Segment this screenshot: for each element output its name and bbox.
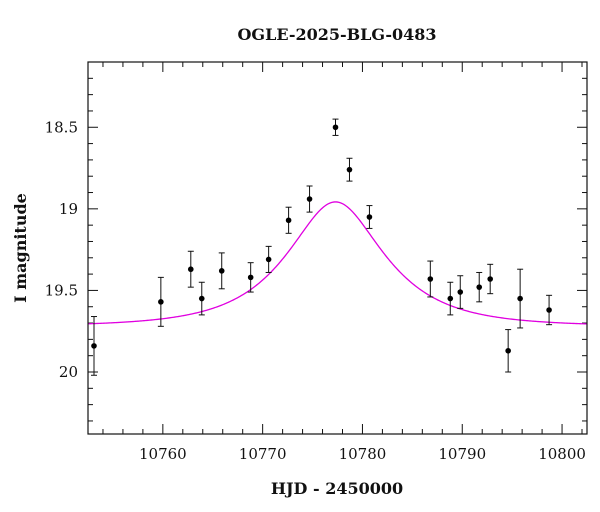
point-marker bbox=[158, 299, 164, 305]
x-tick-label: 10790 bbox=[438, 445, 486, 463]
model-curve bbox=[87, 201, 588, 325]
data-point bbox=[517, 268, 524, 329]
data-point bbox=[157, 276, 164, 327]
y-tick-label: 19 bbox=[59, 200, 78, 218]
point-marker bbox=[366, 214, 373, 220]
chart-title: OGLE-2025-BLG-0483 bbox=[237, 25, 436, 44]
point-marker bbox=[198, 295, 205, 302]
data-point bbox=[265, 245, 272, 273]
model-curve-layer bbox=[87, 201, 588, 325]
point-marker bbox=[505, 347, 511, 354]
data-point bbox=[366, 205, 373, 229]
data-point bbox=[487, 263, 494, 295]
data-point bbox=[285, 206, 292, 234]
point-marker bbox=[546, 307, 552, 313]
x-axis-label: HJD - 2450000 bbox=[271, 479, 403, 498]
data-point bbox=[447, 281, 454, 316]
point-marker bbox=[265, 256, 272, 263]
data-point bbox=[187, 250, 194, 288]
point-marker bbox=[457, 289, 464, 295]
y-tick-label: 18.5 bbox=[45, 118, 78, 136]
x-tick-label: 10770 bbox=[239, 445, 287, 463]
point-marker bbox=[332, 124, 339, 131]
data-point bbox=[306, 185, 313, 213]
plot-frame bbox=[87, 61, 588, 435]
point-marker bbox=[346, 166, 353, 173]
y-tick-label: 20 bbox=[59, 363, 78, 381]
data-point bbox=[247, 262, 254, 293]
axis-tick-labels: 10760 10770 10780 10790 10800 18.5 19 19.5 20 bbox=[45, 118, 586, 463]
data-point bbox=[332, 118, 339, 136]
data-point bbox=[457, 275, 464, 309]
data-point bbox=[505, 329, 512, 373]
x-tick-label: 10760 bbox=[139, 445, 187, 463]
point-marker bbox=[487, 276, 493, 282]
point-marker bbox=[476, 284, 483, 290]
point-marker bbox=[247, 274, 254, 281]
data-point bbox=[198, 281, 205, 316]
y-tick-label: 19.5 bbox=[45, 281, 78, 299]
point-marker bbox=[306, 196, 313, 202]
point-marker bbox=[91, 343, 97, 349]
point-marker bbox=[218, 268, 225, 274]
data-point bbox=[427, 260, 434, 298]
data-point bbox=[218, 252, 225, 290]
point-marker bbox=[285, 217, 292, 224]
point-marker bbox=[427, 276, 434, 282]
point-marker bbox=[517, 295, 523, 302]
data-points-layer bbox=[90, 118, 553, 376]
x-tick-label: 10780 bbox=[339, 445, 387, 463]
y-axis-label: I magnitude bbox=[11, 193, 30, 303]
axis-ticks bbox=[88, 61, 587, 434]
data-point bbox=[346, 157, 353, 182]
point-marker bbox=[447, 295, 454, 302]
data-point bbox=[546, 294, 553, 326]
data-point bbox=[476, 271, 483, 303]
point-marker bbox=[187, 266, 194, 273]
data-point bbox=[90, 316, 97, 376]
x-tick-label: 10800 bbox=[538, 445, 586, 463]
